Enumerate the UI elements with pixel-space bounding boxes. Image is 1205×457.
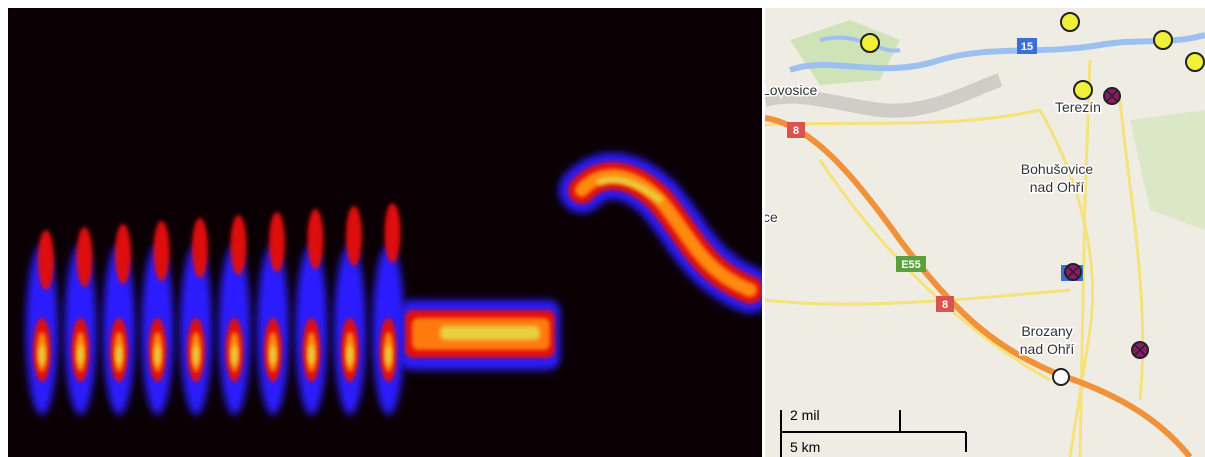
map: 15 8 E55 8 60 Lovosice Terezín Bohušovic… — [762, 8, 1205, 457]
syllable-blob — [155, 345, 161, 365]
scale-label: 5 km — [790, 439, 820, 455]
place-label: Brozany — [1021, 323, 1072, 339]
place-label: Terezín — [1055, 99, 1101, 115]
syllable-blob — [385, 203, 401, 263]
syllable-blob — [39, 345, 45, 365]
place-label: Lovosice — [762, 82, 817, 98]
road-label: 8 — [942, 299, 948, 311]
syllable-blob — [77, 227, 93, 287]
syllable-blob — [231, 215, 247, 275]
syllable-blob — [347, 345, 353, 365]
spectrogram — [8, 8, 762, 457]
flat-note — [400, 300, 560, 370]
syllable-blob — [386, 345, 392, 365]
syllable-blob — [346, 206, 362, 266]
road-label: E55 — [901, 259, 921, 271]
syllable-blob — [270, 345, 276, 365]
syllable-blob — [78, 345, 84, 365]
syllable-blob — [116, 345, 122, 365]
place-label: Bohušovice — [1021, 161, 1094, 177]
syllable-blob — [309, 345, 315, 365]
place-label: nad Ohří — [1020, 341, 1075, 357]
syllable-blob — [232, 345, 238, 365]
syllable-blob — [193, 345, 199, 365]
figure: 15 8 E55 8 60 Lovosice Terezín Bohušovic… — [0, 0, 1205, 457]
road-label: 8 — [793, 125, 799, 137]
syllable-blob — [115, 224, 131, 284]
page: 15 8 E55 8 60 Lovosice Terezín Bohušovic… — [0, 0, 1205, 457]
syllable-blob — [192, 218, 208, 278]
syllable-blob — [38, 230, 54, 290]
road-label: 15 — [1021, 41, 1033, 53]
place-label: nad Ohří — [1030, 179, 1085, 195]
scale-label: 2 mil — [790, 407, 820, 423]
syllable-blob — [154, 221, 170, 281]
place-label: ce — [763, 209, 778, 225]
syllable-blob — [308, 209, 324, 269]
syllable-blob — [269, 212, 285, 272]
